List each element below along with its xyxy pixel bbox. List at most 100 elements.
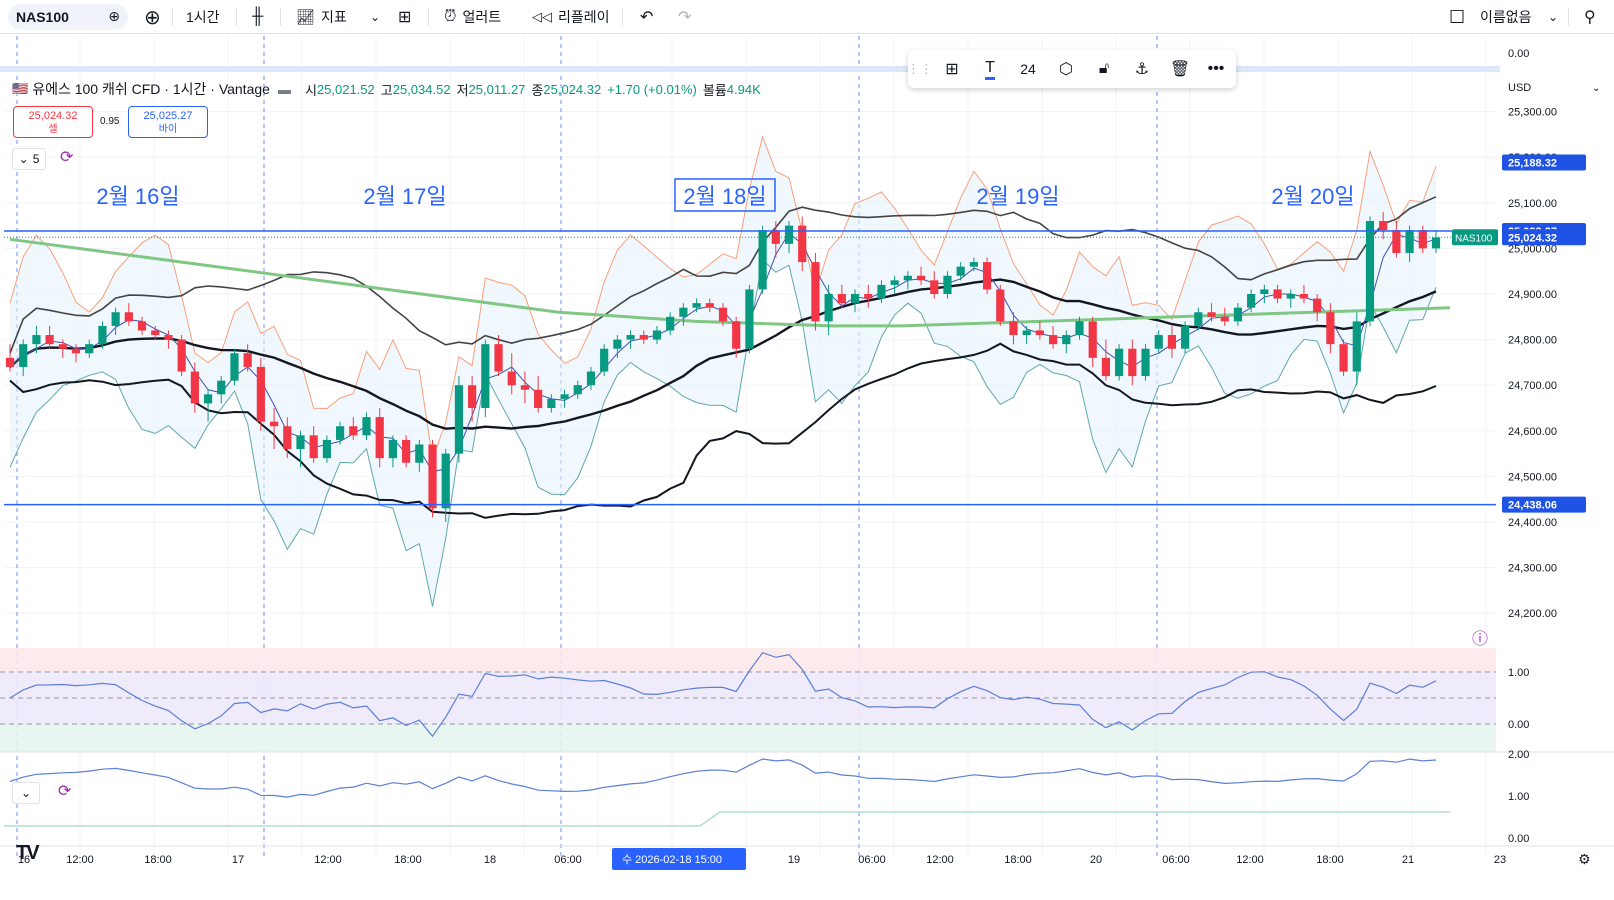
candle xyxy=(850,289,860,313)
candle xyxy=(586,366,596,390)
indicators-button[interactable]: 📈︎ 지표 xyxy=(296,0,347,34)
candle xyxy=(190,362,199,413)
candle xyxy=(5,344,15,372)
time-tick: 18:00 xyxy=(1316,854,1344,866)
price-label: 24,438.06 xyxy=(1508,500,1557,512)
candle-body xyxy=(71,348,81,354)
candle xyxy=(996,284,1005,326)
candle-body xyxy=(626,335,635,340)
watchlist-icon[interactable]: ⊕ xyxy=(108,8,120,24)
pane-collapse-button[interactable]: ⌄ xyxy=(12,782,40,804)
candle xyxy=(1286,289,1295,308)
candle xyxy=(256,357,265,431)
candle xyxy=(441,449,450,522)
candle xyxy=(745,284,754,354)
candle xyxy=(930,271,939,299)
drag-handle-icon[interactable]: ⋮⋮ xyxy=(907,61,933,76)
candle xyxy=(19,339,28,377)
price-label-box xyxy=(1502,229,1586,246)
symbol-tag-box xyxy=(1452,229,1498,246)
time-tick: 06:00 xyxy=(1162,854,1190,866)
lock-icon[interactable]: 🔓︎ xyxy=(1098,60,1110,77)
undo-icon[interactable]: ↶ xyxy=(640,9,654,26)
candle-body xyxy=(1194,312,1203,326)
quick-search-icon[interactable]: ⚲ xyxy=(1584,9,1596,26)
price-axis: 0.00USD⌄25,300.0025,200.0025,100.0025,00… xyxy=(1452,36,1614,900)
candle xyxy=(217,376,226,404)
tradingview-logo-icon: TV xyxy=(16,842,40,864)
sell-button[interactable]: 25,024.32 셀 xyxy=(13,106,93,138)
candle xyxy=(481,339,490,418)
time-tick: 23 xyxy=(1494,854,1506,866)
text-color-icon[interactable]: T xyxy=(974,50,1006,88)
candle-body xyxy=(758,230,767,290)
currency-chevron-icon: ⌄ xyxy=(1592,83,1600,94)
symbol-search[interactable]: NAS100 ⊕ xyxy=(8,4,128,30)
candle-body xyxy=(679,307,688,317)
settings-icon[interactable]: ⬡ xyxy=(1059,61,1073,78)
bollinger-lower xyxy=(9,342,1437,519)
candle xyxy=(1181,321,1190,354)
candle xyxy=(1379,211,1388,240)
candle-body xyxy=(203,394,213,404)
candle xyxy=(1313,294,1322,322)
overbought-zone xyxy=(0,648,1496,672)
replay-button[interactable]: ◁◁ 리플레이 xyxy=(532,0,610,34)
candle-body xyxy=(982,262,992,290)
candle-type-icon[interactable]: ╫ xyxy=(252,8,264,25)
candle xyxy=(1392,221,1401,258)
candle xyxy=(32,325,41,354)
candle-body xyxy=(1339,344,1348,372)
candle-body xyxy=(798,225,807,263)
replay-label: 리플레이 xyxy=(558,9,610,25)
candle-body xyxy=(494,344,503,372)
layout-name[interactable]: 이름없음 xyxy=(1480,9,1532,25)
legend-dash-icon[interactable]: ▬ xyxy=(277,81,291,97)
layouts-grid-icon[interactable]: ⊞ xyxy=(398,9,412,26)
redo-icon[interactable]: ↷ xyxy=(678,9,692,26)
candle-body xyxy=(1365,221,1375,322)
layout-checkbox-icon[interactable]: ☐ xyxy=(1449,6,1466,27)
indicators-collapse-button[interactable]: ⌄ 5 xyxy=(12,148,46,170)
alert-button[interactable]: ⏰︎ 얼러트 xyxy=(444,0,501,34)
templates-chevron-icon[interactable]: ⌄ xyxy=(370,10,381,24)
interval-button[interactable]: 1시간 xyxy=(186,9,220,25)
candle-body xyxy=(745,289,754,349)
candle-body xyxy=(850,294,860,304)
candle xyxy=(243,344,252,372)
candle xyxy=(1062,330,1071,354)
sync-icon[interactable]: ⟳ xyxy=(60,149,74,166)
compare-add-icon[interactable]: ⊕ xyxy=(144,6,161,29)
candle-body xyxy=(1088,321,1097,358)
candle xyxy=(1035,321,1044,340)
more-icon[interactable]: ••• xyxy=(1207,60,1225,77)
templates-icon[interactable]: ⊞ xyxy=(945,61,959,78)
price-tick: 24,200.00 xyxy=(1508,608,1557,620)
candle-body xyxy=(718,307,728,322)
anchor-icon[interactable]: ⚓︎ xyxy=(1134,61,1150,78)
layout-chevron-icon[interactable]: ⌄ xyxy=(1548,10,1559,24)
candle-body xyxy=(402,439,411,463)
candle xyxy=(864,284,873,308)
symbol-label: NAS100 xyxy=(16,9,69,25)
candle-body xyxy=(98,325,107,345)
buy-button[interactable]: 25,025.27 바이 xyxy=(128,106,208,138)
high-label: 고 xyxy=(380,82,393,98)
candle-body xyxy=(256,366,265,422)
price-chart[interactable]: 0.00USD⌄25,300.0025,200.0025,100.0025,00… xyxy=(0,36,1614,900)
candle-body xyxy=(1352,321,1361,372)
candle xyxy=(1167,325,1177,358)
trash-icon[interactable]: 🗑︎ xyxy=(1169,61,1191,78)
candle-body xyxy=(296,435,305,450)
price-tick: 25,100.00 xyxy=(1508,198,1557,210)
candle-body xyxy=(124,312,133,322)
axis-background xyxy=(1500,36,1614,900)
font-size-button[interactable]: 24 xyxy=(1020,61,1036,77)
lower-tick: 0.00 xyxy=(1508,833,1529,845)
currency-label: USD xyxy=(1508,82,1531,94)
candle-body xyxy=(415,444,424,463)
sync-icon[interactable]: ⟳ xyxy=(58,783,72,800)
candle-body xyxy=(1075,321,1084,336)
candle xyxy=(1101,339,1111,381)
candle-body xyxy=(1286,294,1295,299)
